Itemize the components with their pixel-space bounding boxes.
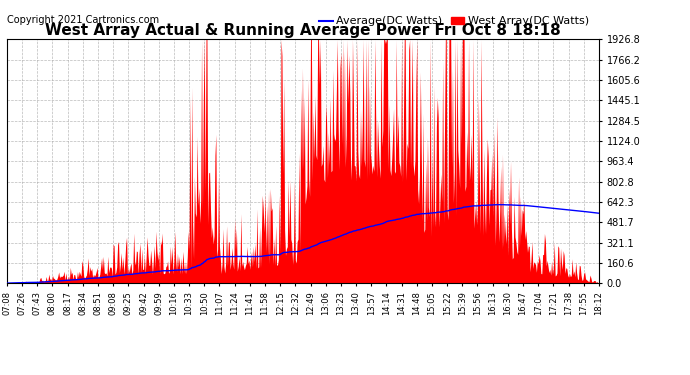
Text: Copyright 2021 Cartronics.com: Copyright 2021 Cartronics.com: [7, 15, 159, 25]
Legend: Average(DC Watts), West Array(DC Watts): Average(DC Watts), West Array(DC Watts): [315, 12, 593, 31]
Title: West Array Actual & Running Average Power Fri Oct 8 18:18: West Array Actual & Running Average Powe…: [45, 23, 561, 38]
